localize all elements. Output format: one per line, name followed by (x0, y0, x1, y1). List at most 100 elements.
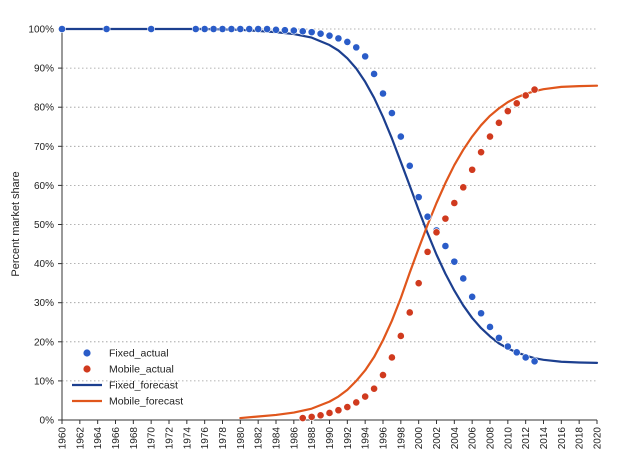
data-point-fixed-actual (281, 26, 289, 35)
data-point-fixed-actual (459, 274, 468, 283)
y-tick-label: 70% (34, 142, 54, 153)
data-point-mobile-actual (512, 99, 521, 108)
data-point-fixed-actual (503, 342, 512, 351)
data-point-mobile-actual (361, 392, 370, 401)
data-point-mobile-actual (495, 118, 503, 127)
data-point-fixed-actual (468, 292, 477, 301)
data-point-mobile-actual (307, 412, 316, 421)
data-point-fixed-actual (102, 25, 111, 33)
data-point-fixed-actual (441, 242, 450, 250)
data-point-mobile-actual (343, 403, 352, 411)
y-tick-label: 0% (40, 416, 55, 427)
x-tick-label: 2002 (432, 427, 443, 450)
x-tick-label: 1968 (129, 427, 140, 450)
data-point-fixed-actual (388, 109, 396, 117)
data-point-fixed-actual (477, 309, 485, 318)
x-tick-label: 2004 (450, 427, 461, 450)
legend-label-mobile-forecast: Mobile_forecast (109, 396, 183, 408)
data-point-fixed-actual (227, 25, 236, 33)
data-point-fixed-actual (191, 25, 200, 33)
data-point-fixed-actual (521, 353, 530, 362)
data-point-mobile-actual (370, 384, 378, 393)
x-tick-label: 1960 (58, 427, 69, 450)
legend-marker-fixed-actual (83, 349, 91, 357)
x-tick-label: 1994 (361, 427, 372, 450)
x-tick-label: 2006 (468, 427, 479, 450)
legend-label-mobile-actual: Mobile_actual (109, 364, 174, 376)
y-axis-tick-labels: 0% 10% 20% 30% 40% 50% 60% 70% 80% 90% 100% (28, 25, 54, 427)
data-point-fixed-actual (298, 27, 307, 36)
x-tick-label: 1984 (272, 427, 283, 450)
x-tick-label: 1962 (75, 427, 86, 450)
data-point-fixed-actual (495, 333, 503, 342)
data-point-mobile-actual (503, 107, 512, 116)
y-axis-title: Percent market share (10, 171, 22, 276)
data-point-mobile-actual (352, 398, 361, 407)
data-point-fixed-actual (450, 257, 459, 266)
data-point-fixed-actual (209, 25, 218, 33)
data-point-fixed-actual (486, 323, 494, 331)
data-point-fixed-actual (405, 161, 414, 170)
data-point-fixed-actual (236, 25, 245, 33)
data-point-fixed-actual (289, 26, 298, 35)
data-point-mobile-actual (432, 228, 441, 237)
x-tick-label: 1970 (147, 427, 158, 450)
data-point-mobile-actual (298, 414, 307, 422)
x-tick-label: 1978 (218, 427, 229, 450)
data-point-mobile-actual (405, 308, 414, 317)
y-tick-label: 100% (28, 25, 54, 36)
data-point-mobile-actual (414, 279, 423, 288)
x-tick-label: 1992 (343, 427, 354, 450)
y-tick-label: 10% (34, 376, 54, 387)
x-tick-label: 2020 (593, 427, 604, 450)
x-tick-label: 1972 (165, 427, 176, 450)
data-point-fixed-actual (254, 25, 263, 33)
legend-label-fixed-forecast: Fixed_forecast (109, 380, 178, 392)
x-tick-label: 1990 (325, 427, 336, 450)
x-tick-label: 2008 (486, 427, 497, 450)
data-point-mobile-actual (450, 199, 459, 207)
y-tick-label: 90% (34, 64, 54, 75)
x-tick-label: 2016 (557, 427, 568, 450)
x-tick-label: 1976 (200, 427, 211, 450)
data-point-mobile-actual (459, 183, 468, 192)
data-point-fixed-actual (361, 52, 370, 61)
chart-legend: Fixed_actual Mobile_actual Fixed_forecast M… (72, 348, 183, 408)
data-point-fixed-actual (316, 29, 325, 38)
data-point-mobile-actual (468, 165, 477, 174)
x-tick-label: 1982 (254, 427, 265, 450)
y-tick-label: 40% (34, 259, 54, 270)
data-point-fixed-actual (334, 34, 343, 43)
data-point-mobile-actual (423, 247, 432, 256)
legend-marker-mobile-actual (83, 365, 91, 373)
data-point-fixed-actual (147, 25, 156, 33)
data-point-fixed-actual (307, 28, 316, 37)
data-point-fixed-actual (512, 348, 521, 357)
y-tick-label: 30% (34, 298, 54, 309)
x-tick-label: 1964 (93, 427, 104, 450)
data-point-fixed-actual (352, 43, 361, 52)
data-point-fixed-actual (58, 25, 66, 33)
x-axis-tick-labels: 1960 1962 1964 1966 1968 1970 1972 1974 1976 1978… (58, 427, 604, 450)
data-point-mobile-actual (521, 91, 530, 100)
data-point-mobile-actual (477, 148, 485, 157)
data-point-fixed-actual (396, 132, 405, 141)
data-point-mobile-actual (388, 353, 396, 362)
y-tick-label: 20% (34, 337, 54, 348)
data-point-fixed-actual (370, 70, 378, 78)
legend-label-fixed-actual: Fixed_actual (109, 348, 169, 360)
y-tick-label: 60% (34, 181, 54, 192)
x-tick-label: 1996 (379, 427, 390, 450)
x-tick-label: 1986 (289, 427, 300, 450)
x-tick-label: 2000 (414, 427, 425, 450)
x-tick-label: 2014 (539, 427, 550, 450)
data-point-mobile-actual (486, 132, 494, 141)
data-point-fixed-actual (379, 89, 387, 98)
data-point-fixed-actual (200, 25, 209, 33)
data-point-mobile-actual (325, 409, 334, 417)
axes (58, 28, 598, 424)
x-tick-label: 1998 (396, 427, 407, 450)
data-point-mobile-actual (316, 411, 325, 420)
y-tick-label: 50% (34, 220, 54, 231)
